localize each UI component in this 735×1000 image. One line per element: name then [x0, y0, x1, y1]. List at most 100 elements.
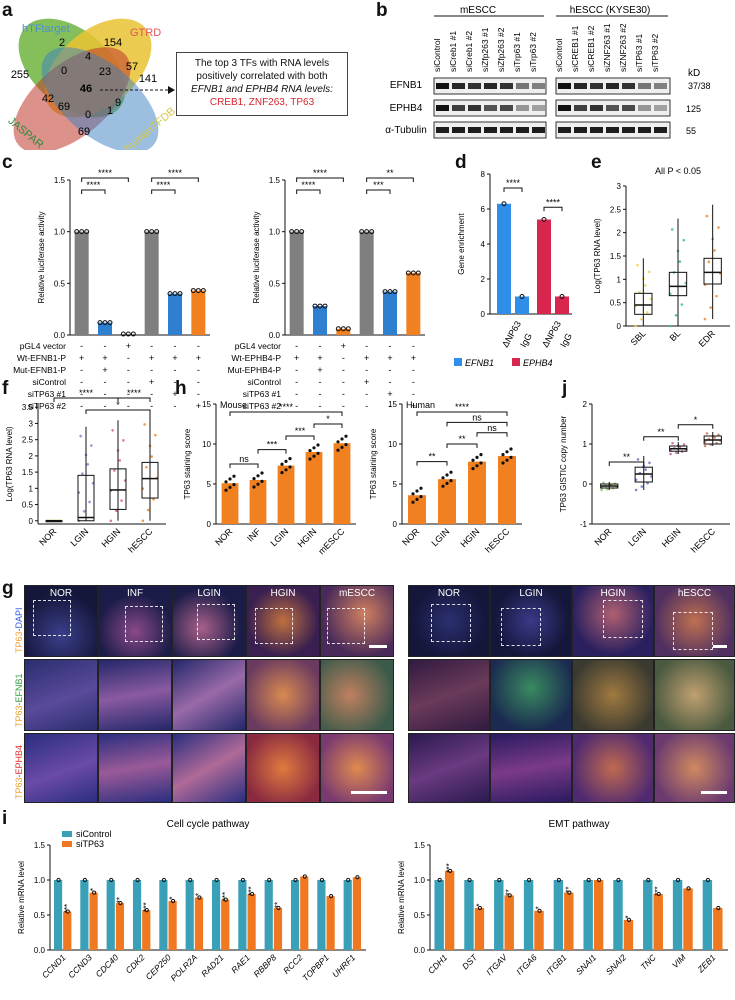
- x-tick-label: BL: [668, 328, 683, 343]
- condition-sign: -: [197, 365, 200, 375]
- data-point: [682, 238, 686, 242]
- data-point: [344, 434, 348, 438]
- y-tick-label: 0: [393, 520, 398, 529]
- significance-bracket: [643, 436, 679, 441]
- data-point: [475, 455, 479, 459]
- band-tubulin: [452, 127, 465, 133]
- band-efnb1: [574, 83, 587, 89]
- y-tick-label: 10: [388, 440, 397, 449]
- scale-bar: [369, 645, 387, 648]
- x-tick-label: HGIN: [99, 526, 122, 549]
- data-point: [501, 461, 505, 465]
- data-point: [526, 877, 532, 883]
- data-point: [308, 449, 312, 453]
- data-point: [294, 229, 300, 235]
- significance-label: **: [115, 897, 124, 903]
- data-point: [260, 471, 264, 475]
- band-efnb1: [590, 83, 603, 89]
- significance-label: *: [475, 903, 484, 906]
- data-point: [111, 428, 114, 432]
- data-point: [411, 492, 415, 496]
- bar: [504, 895, 514, 950]
- significance-bracket: [53, 397, 119, 402]
- data-point: [715, 294, 718, 298]
- data-point: [359, 229, 365, 235]
- significance-label: ****: [79, 388, 94, 398]
- bar: [494, 880, 504, 950]
- box: [634, 292, 653, 315]
- condition-sign: -: [319, 377, 322, 387]
- band-ephb4: [516, 105, 529, 111]
- row-label-tp63: TP63: [14, 631, 24, 653]
- significance-label: *: [194, 893, 203, 896]
- significance-bracket: [81, 189, 106, 194]
- emt-qpcr-chart: 0.0 0.5 1.0 1.5 Relative mRNA level EMT pathw…: [397, 819, 728, 977]
- col-label: LGIN: [197, 588, 221, 599]
- legend-label: siControl: [76, 829, 112, 839]
- data-point: [626, 917, 632, 923]
- band-tubulin: [532, 127, 545, 133]
- x-tick-label: HGIN: [660, 526, 683, 549]
- tp63-gistic-boxplot: -1 0 1 2 TP63 GISTIC copy number NOR LGIN HGIN h…: [559, 400, 730, 555]
- micrograph-human-hgin-efnb1: [572, 659, 654, 731]
- chart-title: Cell cycle pathway: [167, 819, 250, 830]
- lane-label: siCREB1 #2: [586, 25, 596, 72]
- condition-sign: -: [80, 341, 83, 351]
- micrograph-mouse-nor-ephb4: [24, 733, 98, 803]
- condition-sign: -: [197, 377, 200, 387]
- data-point: [675, 877, 681, 883]
- data-point: [471, 458, 475, 462]
- data-point: [120, 499, 123, 502]
- data-point: [419, 486, 423, 490]
- x-tick-label: LGIN: [268, 526, 290, 548]
- data-point: [646, 481, 649, 485]
- blot-group-2: hESCC (KYSE30): [570, 5, 651, 16]
- x-tick-label: CDK2: [123, 952, 146, 975]
- scale-bar: [351, 791, 387, 794]
- bar: [89, 892, 98, 950]
- y-tick-label: 1.5: [34, 841, 46, 850]
- condition-sign: +: [149, 353, 154, 363]
- bar: [191, 290, 206, 335]
- legend-label: siTP63: [76, 839, 104, 849]
- x-tick-label: IgG: [558, 331, 574, 349]
- micrograph-human-hgin-dapi: HGIN: [572, 585, 654, 657]
- data-point: [647, 270, 651, 274]
- data-point: [336, 440, 340, 444]
- data-point: [636, 458, 640, 461]
- bar: [653, 894, 663, 950]
- band-tubulin: [590, 127, 603, 133]
- condition-sign: +: [172, 389, 177, 399]
- data-point: [600, 488, 603, 492]
- band-efnb1: [558, 83, 571, 89]
- data-point: [415, 497, 419, 501]
- bar: [194, 897, 204, 950]
- bar: [583, 880, 593, 950]
- band-efnb1: [516, 83, 529, 89]
- significance-bracket: [117, 397, 151, 402]
- venn-count: 23: [99, 66, 111, 78]
- data-point: [682, 443, 686, 446]
- data-point: [97, 320, 103, 326]
- bar: [336, 328, 351, 335]
- bar: [106, 880, 115, 950]
- data-point: [705, 432, 709, 435]
- bar: [643, 880, 653, 950]
- significance-bracket: [446, 443, 478, 448]
- micrograph-mouse-nor-efnb1: [24, 659, 98, 731]
- condition-sign: -: [197, 341, 200, 351]
- y-tick-label: 0: [29, 517, 34, 526]
- bar: [444, 870, 455, 950]
- band-tubulin: [574, 127, 587, 133]
- y-tick-label: 0.0: [54, 331, 66, 340]
- data-point: [319, 877, 324, 883]
- venn-diagram: hTFtarget GTRD JASPAR humanTFDB 2 154 4 …: [6, 18, 175, 150]
- y-tick-label: 0.5: [414, 911, 426, 920]
- row-label-efnb1-text: -EFNB1: [14, 673, 24, 706]
- data-point: [449, 470, 453, 474]
- significance-note: All P < 0.05: [655, 166, 701, 176]
- panel-label-a: a: [2, 0, 13, 21]
- bar: [359, 231, 374, 335]
- condition-label: siControl: [247, 377, 281, 387]
